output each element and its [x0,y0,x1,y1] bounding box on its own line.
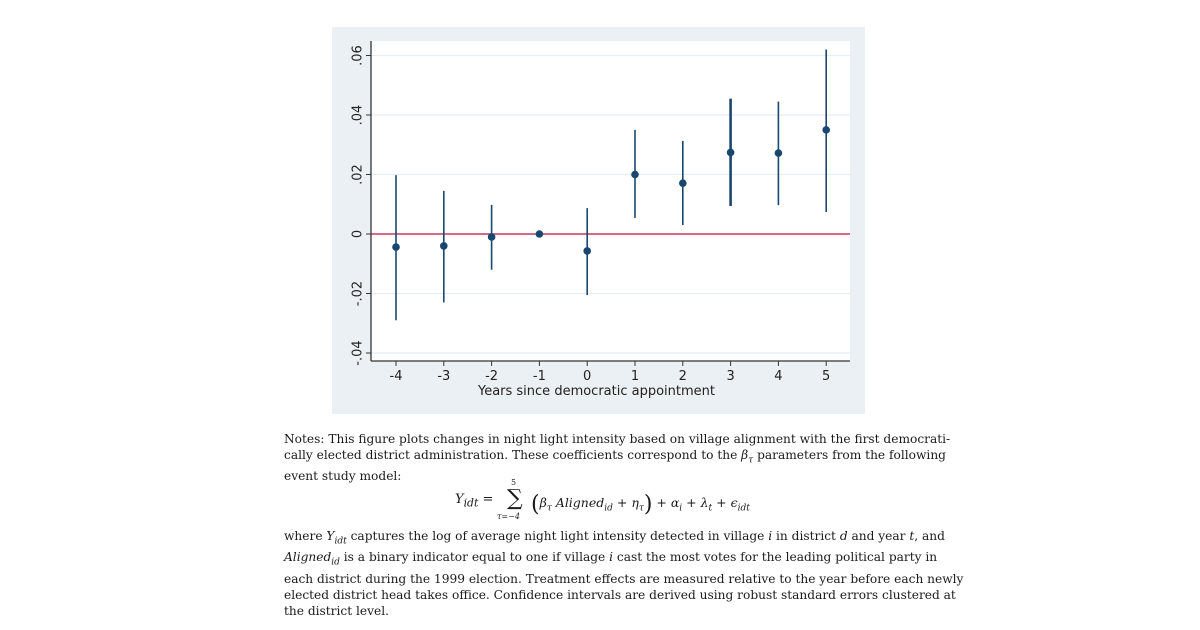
x-tick-label: -4 [390,369,403,384]
x-tick-label: -1 [533,369,546,384]
sum-upper-limit: 5 [511,478,517,487]
coefficient-point [583,247,591,255]
coefficient-point [440,242,448,250]
notes-line-5: Alignedid is a binary indicator equal to… [284,550,938,568]
coefficient-point [535,230,544,238]
x-tick-label: 3 [726,369,734,384]
equation-rhs: (βτ Alignedid + ητ) + αi + λt + ϵidt [531,492,750,517]
coefficient-point [822,126,830,134]
notes-line-3: event study model: [284,469,402,484]
x-tick-label: 1 [631,369,639,384]
event-study-figure: .06 .04 .02 0 -.02 -.04 -4 -3 -2 -1 0 1 2 3 4 5 Years si… [332,27,865,414]
event-study-equation: Yidt = 5 ∑ τ=−4 (βτ Alignedid + ητ) + αi… [455,478,775,526]
notes-line-1: Notes: This figure plots changes in nigh… [284,432,951,446]
coefficient-point [487,233,496,241]
coefficient-point [631,170,639,179]
notes-line-7: elected district head takes office. Conf… [284,587,956,602]
x-axis-label: Years since democratic appointment [477,384,715,399]
coefficient-point [679,179,687,187]
figure-notes-continued: where Yidt captures the log of average n… [284,528,964,619]
plot-area [371,41,850,361]
y-tick-label: 0 [351,230,366,238]
coefficient-plot: .06 .04 .02 0 -.02 -.04 -4 -3 -2 -1 0 1 2 3 4 5 Years si… [351,41,850,399]
figure-notes: Notes: This figure plots changes in nigh… [284,431,951,484]
notes-line-8: the district level. [284,603,389,618]
y-tick-label: -.02 [351,281,366,306]
summation-symbol: ∑ [507,486,523,511]
x-tick-label: 4 [774,369,782,384]
x-tick-label: 5 [822,369,830,384]
y-tick-label: -.04 [351,340,366,365]
coefficient-point [392,243,400,251]
equation-lhs: Yidt = [455,492,494,510]
notes-line-2: cally elected district administration. T… [284,448,946,466]
y-tick-label: .02 [351,164,366,185]
notes-line-6: each district during the 1999 election. … [284,571,964,586]
x-tick-label: -3 [437,369,450,384]
x-tick-label: -2 [485,369,498,384]
y-tick-label: .04 [351,105,366,126]
coefficient-point [726,148,735,157]
y-tick-label: .06 [351,45,366,66]
x-tick-label: 0 [583,369,591,384]
x-tick-label: 2 [679,369,687,384]
sum-lower-limit: τ=−4 [497,512,520,521]
coefficient-point [774,149,783,157]
notes-line-4: where Yidt captures the log of average n… [284,529,945,547]
